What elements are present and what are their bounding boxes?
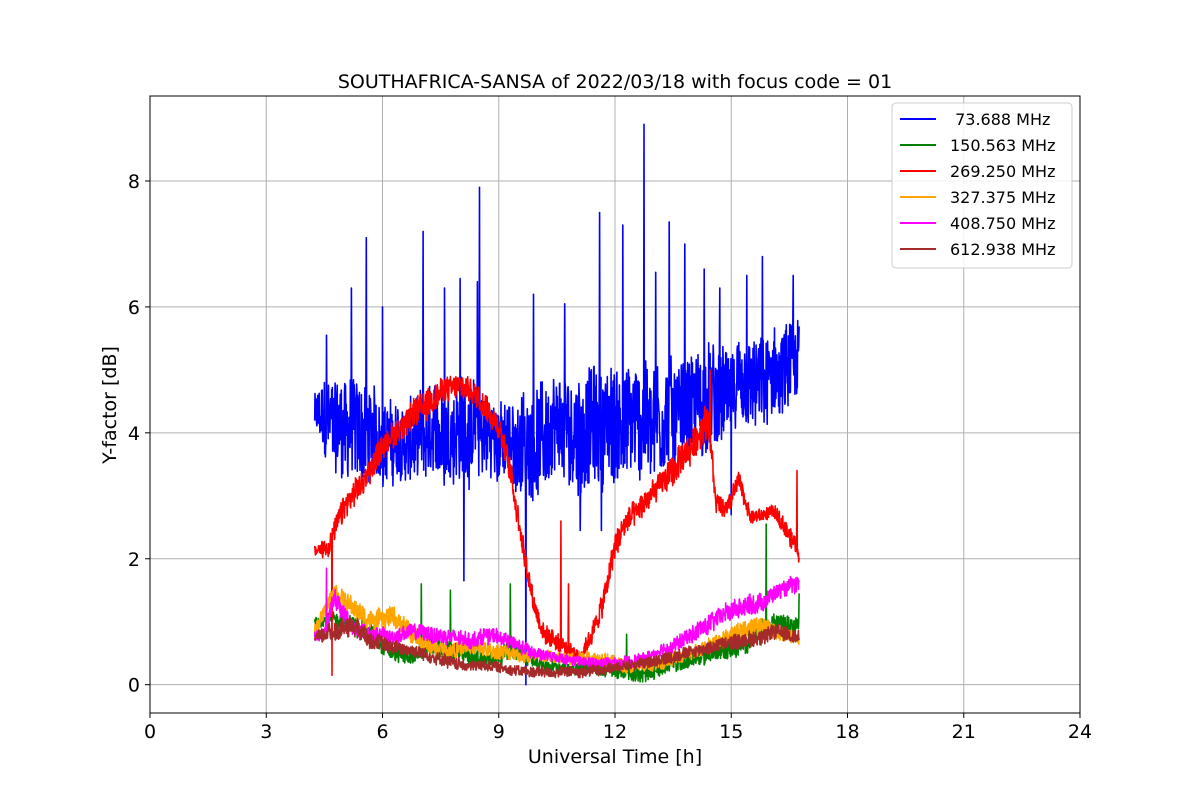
x-tick-label: 0 <box>144 721 156 743</box>
series-line-5 <box>313 617 800 679</box>
y-axis-label: Y-factor [dB] <box>99 346 121 465</box>
x-tick-label: 3 <box>260 721 272 743</box>
legend: 73.688 MHz 150.563 MHz 269.250 MHz 327.375 … <box>891 102 1073 269</box>
x-tick-label: 21 <box>952 721 976 743</box>
legend-entry: 612.938 MHz <box>950 240 1055 259</box>
y-tick-label: 2 <box>128 549 140 571</box>
legend-entry: 269.250 MHz <box>950 162 1055 181</box>
y-tick-label: 0 <box>128 675 140 697</box>
legend-entry: 327.375 MHz <box>950 188 1055 207</box>
x-tick-label: 6 <box>376 721 388 743</box>
x-tick-label: 12 <box>603 721 627 743</box>
legend-entry: 73.688 MHz <box>950 110 1050 129</box>
y-axis-ticks: 0 2 4 6 8 <box>128 171 150 697</box>
series-line-2 <box>313 369 800 676</box>
y-tick-label: 8 <box>128 171 140 193</box>
y-tick-label: 6 <box>128 297 140 319</box>
x-tick-label: 15 <box>719 721 743 743</box>
y-tick-label: 4 <box>128 423 140 445</box>
x-axis-label: Universal Time [h] <box>528 746 702 768</box>
x-tick-label: 24 <box>1068 721 1092 743</box>
legend-box <box>891 102 1073 269</box>
x-axis-ticks: 0 3 6 9 12 15 18 21 24 <box>144 713 1092 743</box>
series-layer <box>313 123 800 686</box>
series-line-1 <box>313 523 800 683</box>
legend-entry: 150.563 MHz <box>950 136 1055 155</box>
x-tick-label: 18 <box>835 721 859 743</box>
chart-title: SOUTHAFRICA-SANSA of 2022/03/18 with foc… <box>338 71 892 93</box>
x-tick-label: 9 <box>493 721 505 743</box>
series-line-4 <box>313 567 800 669</box>
legend-entry: 408.750 MHz <box>950 214 1055 233</box>
